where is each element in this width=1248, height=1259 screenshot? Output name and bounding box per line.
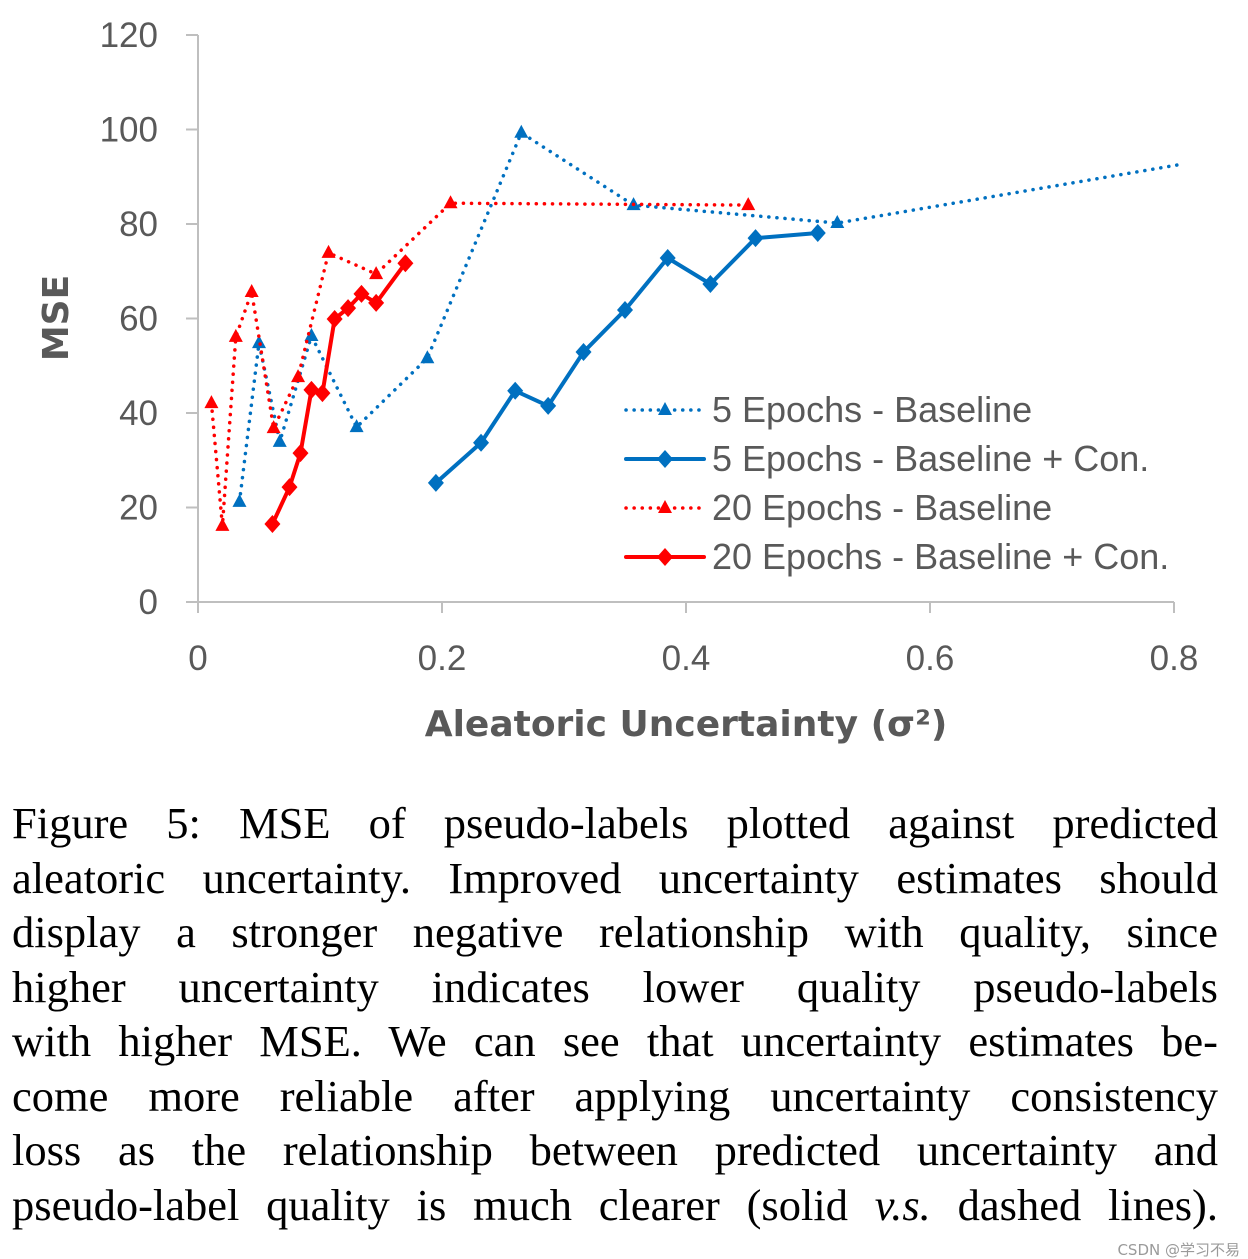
x-axis-title: Aleatoric Uncertainty (σ²) (425, 704, 948, 745)
series-layer (204, 124, 1180, 534)
data-point (702, 275, 719, 294)
data-point (349, 419, 364, 433)
series-line (270, 261, 408, 527)
legend-label: 20 Epochs - Baseline (712, 487, 1052, 528)
data-point (291, 369, 306, 383)
data-point (232, 493, 247, 507)
caption-line: display a stronger negative relationship… (12, 907, 1218, 957)
x-tick-label: 0.8 (1150, 639, 1199, 678)
y-tick-label: 40 (119, 394, 158, 433)
data-point (264, 515, 281, 534)
data-point (420, 350, 435, 364)
chart: 0 0.2 0.4 0.6 0.8 0 20 40 60 80 100 120 5 Epochs - … (36, 16, 1199, 745)
caption-text: dashed lines). (930, 1179, 1219, 1230)
data-point (228, 328, 243, 342)
y-tick-label: 80 (119, 205, 158, 244)
caption-italic: v.s. (874, 1179, 931, 1230)
data-point (292, 444, 309, 463)
data-point (326, 309, 343, 328)
data-point (204, 395, 219, 409)
data-point (617, 300, 633, 319)
data-point (741, 197, 756, 211)
axes: 0 0.2 0.4 0.6 0.8 0 20 40 60 80 100 120 (100, 16, 1199, 678)
legend: 5 Epochs - Baseline 5 Epochs - Baseline +… (624, 389, 1169, 577)
data-point (443, 195, 458, 209)
data-point (659, 249, 676, 268)
data-point (321, 244, 336, 258)
data-point (353, 284, 370, 303)
series-line (433, 230, 820, 485)
caption-line: Figure 5: MSE of pseudo-labels plotted a… (12, 798, 1218, 848)
x-tick-label: 0 (188, 639, 207, 678)
data-point (272, 433, 287, 447)
data-point (473, 433, 490, 452)
caption-line: loss as the relationship between predict… (12, 1125, 1218, 1175)
data-point (314, 384, 331, 403)
legend-label: 20 Epochs - Baseline + Con. (712, 536, 1169, 577)
data-point (369, 266, 384, 280)
data-point (304, 327, 319, 341)
data-point (809, 223, 826, 242)
caption-line: come more reliable after applying uncert… (12, 1070, 1218, 1121)
legend-marker (657, 450, 673, 468)
x-tick-label: 0.4 (662, 639, 711, 678)
data-point (427, 473, 444, 492)
data-point (747, 229, 764, 248)
data-point (830, 215, 845, 229)
y-tick-label: 60 (119, 300, 158, 339)
legend-label: 5 Epochs - Baseline + Con. (712, 438, 1149, 479)
legend-marker (657, 548, 673, 566)
caption-line: higher uncertainty indicates lower quali… (12, 961, 1218, 1012)
y-tick-label: 0 (139, 583, 158, 622)
data-point (514, 124, 529, 138)
data-point (507, 381, 524, 400)
data-point (244, 284, 259, 298)
series-1 (427, 223, 826, 492)
y-tick-label: 20 (119, 489, 158, 528)
series-2 (204, 195, 756, 531)
data-point (281, 478, 298, 497)
y-tick-label: 120 (100, 16, 158, 55)
y-tick-label: 100 (100, 111, 158, 150)
caption-line: with higher MSE. We can see that uncerta… (12, 1016, 1218, 1066)
data-point (540, 396, 557, 415)
data-point (303, 380, 320, 399)
data-point (397, 254, 414, 273)
data-point (252, 335, 266, 349)
data-point (575, 343, 592, 362)
data-point (266, 420, 281, 434)
watermark: CSDN @学习不易 (1117, 1241, 1240, 1259)
data-point (368, 293, 385, 312)
series-3 (264, 254, 414, 534)
y-axis-title: MSE (36, 275, 77, 361)
data-point (340, 299, 357, 318)
data-point (215, 517, 230, 531)
x-tick-label: 0.6 (906, 639, 955, 678)
legend-label: 5 Epochs - Baseline (712, 389, 1032, 430)
caption-line: pseudo-label quality is much clearer (so… (12, 1178, 1218, 1233)
x-tick-label: 0.2 (418, 639, 467, 678)
figure-caption: Figure 5: MSE of pseudo-labels plotted a… (12, 796, 1218, 1232)
caption-text: pseudo-label quality is much clearer (so… (12, 1179, 875, 1230)
legend-marker (658, 500, 672, 513)
caption-line: aleatoric uncertainty. Improved uncertai… (12, 852, 1218, 903)
legend-marker (658, 402, 672, 415)
series-line (209, 201, 750, 528)
